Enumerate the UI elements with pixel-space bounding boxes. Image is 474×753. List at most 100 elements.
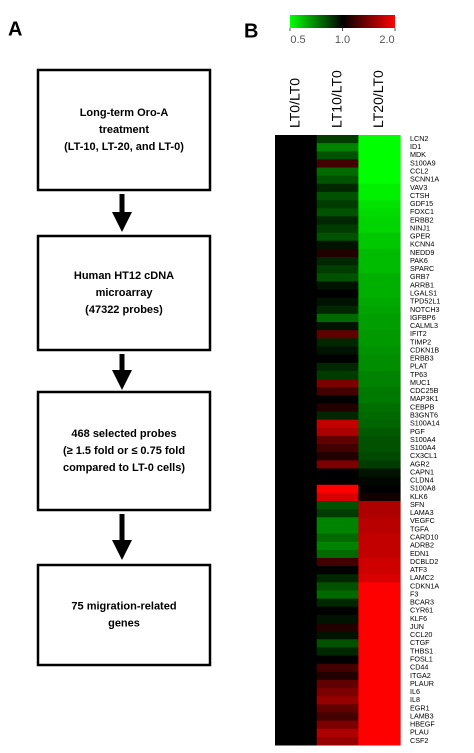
heatmap-cell	[275, 435, 318, 445]
heatmap-cell	[316, 143, 359, 152]
heatmap-cell	[275, 671, 318, 681]
heatmap-cell	[316, 167, 359, 177]
heatmap-cell	[316, 330, 359, 339]
heatmap-cell	[275, 655, 318, 665]
gene-label: SPARC	[410, 264, 434, 273]
heatmap-cell	[275, 395, 318, 404]
heatmap-cell	[275, 248, 318, 258]
heatmap-cell	[275, 143, 318, 152]
flow-text: microarray	[96, 287, 154, 299]
heatmap-cell	[358, 419, 401, 429]
heatmap-cell	[275, 614, 318, 624]
heatmap-cell	[358, 598, 401, 608]
heatmap-cell	[358, 614, 401, 624]
heatmap-cell	[316, 419, 359, 429]
heatmap-cell	[275, 574, 318, 583]
heatmap-cell	[358, 379, 401, 388]
column-label: LT10/LT0	[328, 70, 344, 128]
gene-label: MUC1	[410, 378, 430, 387]
heatmap-cell	[358, 696, 401, 705]
gene-label: PLAUR	[410, 679, 434, 688]
flow-text: Human HT12 cDNA	[74, 270, 174, 282]
heatmap-cell	[316, 403, 359, 413]
gene-label: PLAT	[410, 362, 428, 371]
heatmap-cell	[358, 468, 401, 478]
heatmap-cell	[316, 159, 359, 169]
gene-label: VEGFC	[410, 516, 435, 525]
heatmap-cell	[358, 663, 401, 673]
heatmap-cell	[358, 533, 401, 543]
heatmap-cell	[358, 606, 401, 616]
gene-label: NEDD9	[410, 248, 434, 257]
gene-label: ID1	[410, 142, 421, 151]
gene-label: HBEGF	[410, 720, 435, 729]
gene-label: S100A4	[410, 443, 436, 452]
heatmap-cell	[275, 631, 318, 640]
gene-label: CSF2	[410, 736, 428, 745]
gene-label: CYR61	[410, 606, 433, 615]
heatmap-cell	[316, 240, 359, 250]
gene-label: GRB7	[410, 272, 430, 281]
flow-box	[36, 68, 212, 192]
heatmap-cell	[358, 403, 401, 413]
heatmap-cell	[275, 557, 318, 567]
heatmap-cell	[358, 476, 401, 486]
heatmap-cell	[358, 200, 401, 209]
heatmap-cell	[275, 606, 318, 616]
heatmap-cell	[275, 549, 318, 559]
gene-label: CDKN1A	[410, 581, 439, 590]
heatmap-cell	[275, 159, 318, 169]
gene-label: AGR2	[410, 459, 430, 468]
heatmap-cell	[316, 281, 359, 291]
heatmap-cell	[275, 468, 318, 478]
heatmap-cell	[316, 541, 359, 551]
heatmap-cell	[358, 354, 401, 364]
flow-text: Long-term Oro-A	[80, 107, 169, 119]
heatmap-cell	[275, 313, 318, 323]
heatmap-cell	[316, 476, 359, 486]
heatmap-cell	[358, 492, 401, 502]
gene-label: KLF6	[410, 614, 427, 623]
heatmap-cell	[358, 370, 401, 380]
heatmap-cell	[358, 411, 401, 421]
heatmap-cell	[316, 313, 359, 323]
gene-label: DCBLD2	[410, 557, 438, 566]
heatmap-cell	[358, 289, 401, 299]
heatmap-cell	[316, 370, 359, 380]
gene-label: S100A4	[410, 435, 436, 444]
heatmap-cell	[358, 679, 401, 689]
heatmap-cell	[316, 720, 359, 730]
gene-label: LAMC2	[410, 573, 434, 582]
heatmap-cell	[316, 232, 359, 242]
heatmap-cell	[275, 419, 318, 429]
heatmap-cell	[316, 427, 359, 437]
gene-label: KCNN4	[410, 240, 434, 249]
heatmap-cell	[275, 688, 318, 697]
column-label: LT20/LT0	[370, 70, 386, 128]
heatmap-cell	[275, 566, 318, 575]
gene-label: CDKN1B	[410, 345, 439, 354]
heatmap-cell	[358, 452, 401, 461]
gene-label: ITGA2	[410, 671, 431, 680]
heatmap-cell	[358, 224, 401, 234]
heatmap-cell	[275, 224, 318, 234]
heatmap-cell	[358, 216, 401, 225]
heatmap-cell	[316, 606, 359, 616]
heatmap-cell	[316, 623, 359, 632]
heatmap-cell	[316, 582, 359, 591]
heatmap-cell	[316, 590, 359, 600]
gene-label: LAMB3	[410, 711, 434, 720]
heatmap-cell	[275, 704, 318, 713]
heatmap-cell	[275, 257, 318, 266]
gene-label: BCAR3	[410, 598, 434, 607]
flow-box	[36, 563, 212, 667]
gene-label: MDK	[410, 150, 426, 159]
heatmap-cell	[358, 208, 401, 217]
heatmap-cell	[316, 297, 359, 307]
heatmap-cell	[358, 647, 401, 657]
heatmap-cell	[358, 623, 401, 632]
gene-label: TP63	[410, 370, 427, 379]
gene-label: PLAU	[410, 728, 429, 737]
heatmap-cell	[275, 476, 318, 486]
column-label: LT0/LT0	[287, 78, 303, 128]
